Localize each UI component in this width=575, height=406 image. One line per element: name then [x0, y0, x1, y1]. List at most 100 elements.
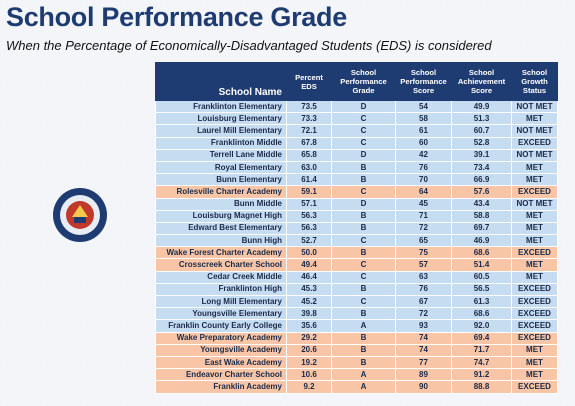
cell: 90 — [395, 380, 452, 394]
cell: MET — [511, 355, 558, 370]
cell: 75 — [395, 246, 452, 260]
cell: C — [331, 136, 396, 150]
table-row: Bunn Elementary 61.4 B 70 66.9 MET — [155, 173, 558, 187]
cell: 49.4 — [286, 258, 332, 272]
cell: 58 — [395, 112, 452, 126]
cell: 39.1 — [451, 148, 512, 162]
cell: EXCEED — [511, 319, 558, 333]
school-name: East Wake Academy — [155, 355, 287, 370]
cell: NOT MET — [511, 99, 558, 114]
cell: NOT MET — [511, 197, 558, 211]
cell: MET — [511, 112, 558, 126]
cell: 72 — [395, 221, 452, 236]
cell: 50.0 — [286, 246, 332, 260]
cell: EXCEED — [511, 246, 558, 260]
cell: 93 — [395, 319, 452, 333]
table-row: Franklinton Elementary 73.5 D 54 49.9 NOT MET — [155, 99, 558, 114]
school-name: Crosscreek Charter School — [155, 258, 287, 272]
table-row: Franklinton High 45.3 B 76 56.5 EXCEED — [155, 282, 558, 297]
cell: B — [331, 282, 396, 297]
cell: B — [331, 160, 396, 175]
cell: C — [331, 185, 396, 199]
table-row: Franklin Academy 9.2 A 90 88.8 EXCEED — [155, 380, 558, 394]
table-row: East Wake Academy 19.2 B 77 74.7 MET — [155, 355, 558, 370]
subtitle: When the Percentage of Economically-Disa… — [6, 38, 492, 53]
cell: D — [331, 99, 396, 114]
cell: 19.2 — [286, 355, 332, 370]
cell: 69.4 — [451, 331, 512, 345]
table-row: Louisburg Magnet High 56.3 B 71 58.8 MET — [155, 209, 558, 223]
school-name: Rolesville Charter Academy — [155, 185, 287, 199]
cell: A — [331, 368, 396, 382]
cell: 45.2 — [286, 294, 332, 309]
column-header: School Growth Status — [511, 62, 558, 101]
cell: 29.2 — [286, 331, 332, 345]
cell: MET — [511, 258, 558, 272]
cell: 45 — [395, 197, 452, 211]
cell: 66.9 — [451, 173, 512, 187]
cell: 46.9 — [451, 234, 512, 248]
cell: 92.0 — [451, 319, 512, 333]
school-name: Franklinton High — [155, 282, 287, 297]
cell: 60.7 — [451, 124, 512, 138]
cell: 56.3 — [286, 221, 332, 236]
table-row: Bunn Middle 57.1 D 45 43.4 NOT MET — [155, 197, 558, 211]
cell: 65.8 — [286, 148, 332, 162]
cell: 69.7 — [451, 221, 512, 236]
table-row: Bunn High 52.7 C 65 46.9 MET — [155, 234, 558, 248]
school-name: Bunn Middle — [155, 197, 287, 211]
school-name: Franklinton Elementary — [155, 99, 287, 114]
table-row: Wake Forest Charter Academy 50.0 B 75 68.6 EX… — [155, 246, 558, 260]
cell: MET — [511, 221, 558, 236]
cell: MET — [511, 270, 558, 284]
cell: 52.7 — [286, 234, 332, 248]
cell: B — [331, 246, 396, 260]
cell: C — [331, 234, 396, 248]
table-row: Long Mill Elementary 45.2 C 67 61.3 EXCEED — [155, 294, 558, 309]
school-name: Terrell Lane Middle — [155, 148, 287, 162]
table-row: Laurel Mill Elementary 72.1 C 61 60.7 NOT MET — [155, 124, 558, 138]
cell: MET — [511, 234, 558, 248]
cell: C — [331, 294, 396, 309]
cell: 68.6 — [451, 307, 512, 321]
cell: 72 — [395, 307, 452, 321]
cell: 74 — [395, 331, 452, 345]
cell: 51.4 — [451, 258, 512, 272]
cell: C — [331, 112, 396, 126]
school-name: Bunn High — [155, 234, 287, 248]
cell: 91.2 — [451, 368, 512, 382]
column-header: Percent EDS — [286, 62, 332, 101]
cell: 88.8 — [451, 380, 512, 394]
cell: 61 — [395, 124, 452, 138]
cell: 71 — [395, 209, 452, 223]
cell: 58.8 — [451, 209, 512, 223]
table-row: Franklinton Middle 67.8 C 60 52.8 EXCEED — [155, 136, 558, 150]
cell: 67.8 — [286, 136, 332, 150]
table-row: Wake Preparatory Academy 29.2 B 74 69.4 EXCEE… — [155, 331, 558, 345]
table-row: Youngsville Elementary 39.8 B 72 68.6 EXCEED — [155, 307, 558, 321]
cell: B — [331, 343, 396, 357]
cell: C — [331, 124, 396, 138]
cell: C — [331, 258, 396, 272]
cell: 73.5 — [286, 99, 332, 114]
cell: 68.6 — [451, 246, 512, 260]
cell: 10.6 — [286, 368, 332, 382]
cell: NOT MET — [511, 148, 558, 162]
cell: B — [331, 307, 396, 321]
cell: 70 — [395, 173, 452, 187]
school-name: Wake Preparatory Academy — [155, 331, 287, 345]
cell: 57.6 — [451, 185, 512, 199]
cell: 71.7 — [451, 343, 512, 357]
cell: B — [331, 173, 396, 187]
school-name: Cedar Creek Middle — [155, 270, 287, 284]
cell: 43.4 — [451, 197, 512, 211]
cell: A — [331, 319, 396, 333]
school-name: Youngsville Elementary — [155, 307, 287, 321]
school-name: Franklin Academy — [155, 380, 287, 394]
cell: 64 — [395, 185, 452, 199]
cell: B — [331, 221, 396, 236]
cell: D — [331, 148, 396, 162]
cell: B — [331, 209, 396, 223]
cell: 39.8 — [286, 307, 332, 321]
cell: C — [331, 270, 396, 284]
